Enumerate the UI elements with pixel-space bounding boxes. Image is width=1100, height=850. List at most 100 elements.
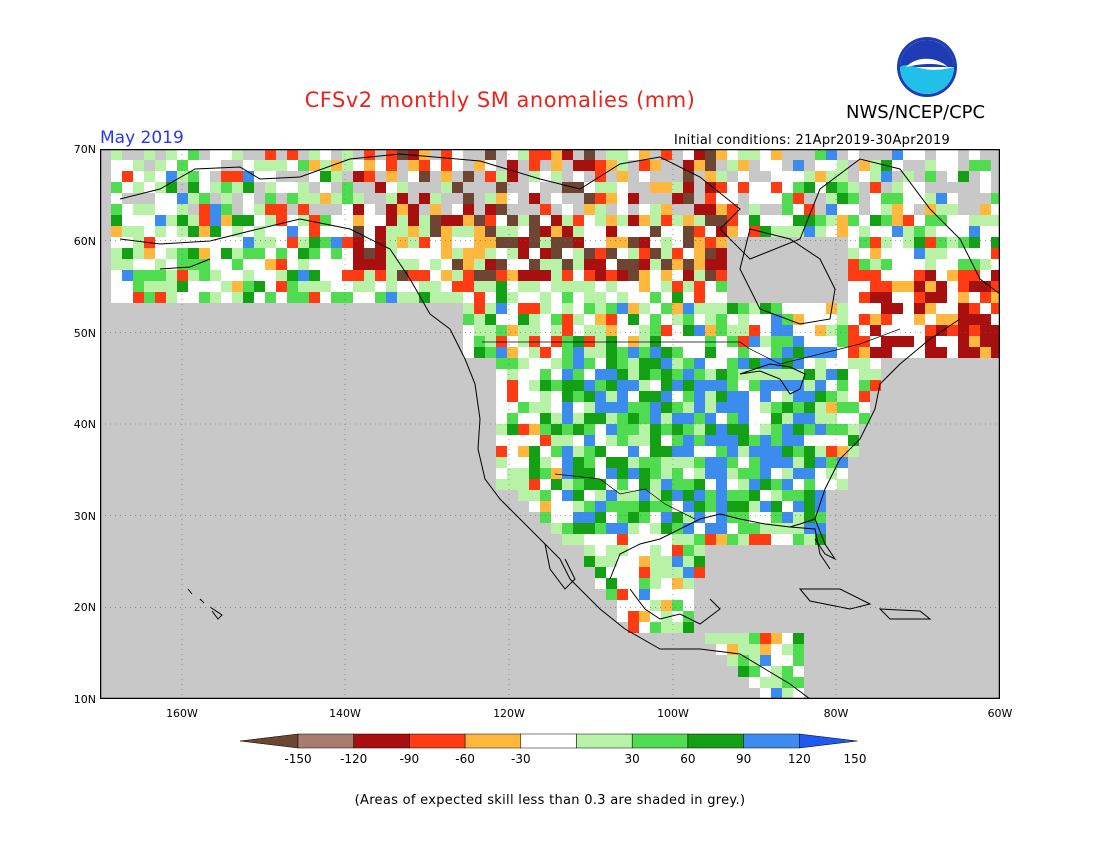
anomaly-cell: [606, 457, 617, 468]
anomaly-cell: [672, 336, 683, 347]
anomaly-cell: [408, 204, 419, 215]
anomaly-cell: [650, 336, 661, 347]
anomaly-cell: [815, 468, 826, 479]
anomaly-cell: [793, 490, 804, 501]
anomaly-cell: [672, 435, 683, 446]
anomaly-cell: [639, 479, 650, 490]
anomaly-cell: [122, 248, 133, 259]
anomaly-cell: [793, 633, 804, 644]
anomaly-cell: [639, 215, 650, 226]
anomaly-cell: [837, 204, 848, 215]
anomaly-cell: [606, 545, 617, 556]
anomaly-cell: [155, 226, 166, 237]
anomaly-cell: [661, 182, 672, 193]
anomaly-cell: [628, 413, 639, 424]
anomaly-cell: [661, 204, 672, 215]
anomaly-cell: [727, 479, 738, 490]
anomaly-cell: [606, 237, 617, 248]
anomaly-cell: [793, 160, 804, 171]
anomaly-cell: [947, 347, 958, 358]
anomaly-cell: [727, 358, 738, 369]
anomaly-cell: [958, 292, 969, 303]
anomaly-cell: [837, 182, 848, 193]
anomaly-cell: [661, 578, 672, 589]
anomaly-cell: [903, 182, 914, 193]
anomaly-cell: [144, 270, 155, 281]
anomaly-cell: [727, 314, 738, 325]
anomaly-cell: [122, 215, 133, 226]
anomaly-cell: [826, 413, 837, 424]
anomaly-cell: [496, 391, 507, 402]
anomaly-cell: [617, 589, 628, 600]
anomaly-cell: [265, 160, 276, 171]
anomaly-cell: [408, 149, 419, 160]
anomaly-cell: [606, 336, 617, 347]
anomaly-cell: [408, 237, 419, 248]
anomaly-cell: [177, 281, 188, 292]
anomaly-cell: [628, 468, 639, 479]
anomaly-cell: [672, 259, 683, 270]
anomaly-cell: [639, 270, 650, 281]
anomaly-cell: [298, 182, 309, 193]
anomaly-cell: [529, 292, 540, 303]
anomaly-cell: [881, 248, 892, 259]
anomaly-cell: [749, 501, 760, 512]
anomaly-cell: [716, 534, 727, 545]
anomaly-cell: [507, 171, 518, 182]
anomaly-cell: [254, 226, 265, 237]
anomaly-cell: [694, 358, 705, 369]
anomaly-cell: [584, 160, 595, 171]
anomaly-cell: [496, 457, 507, 468]
anomaly-cell: [903, 303, 914, 314]
anomaly-cell: [166, 171, 177, 182]
anomaly-cell: [738, 512, 749, 523]
anomaly-cell: [760, 666, 771, 677]
anomaly-cell: [419, 171, 430, 182]
anomaly-cell: [122, 259, 133, 270]
anomaly-cell: [617, 413, 628, 424]
anomaly-cell: [166, 204, 177, 215]
anomaly-cell: [771, 424, 782, 435]
anomaly-cell: [903, 292, 914, 303]
anomaly-cell: [210, 281, 221, 292]
anomaly-cell: [826, 468, 837, 479]
anomaly-cell: [595, 435, 606, 446]
anomaly-cell: [650, 314, 661, 325]
anomaly-cell: [639, 589, 650, 600]
anomaly-cell: [837, 347, 848, 358]
anomaly-cell: [980, 182, 991, 193]
anomaly-cell: [683, 160, 694, 171]
anomaly-cell: [122, 226, 133, 237]
anomaly-cell: [628, 556, 639, 567]
anomaly-cell: [518, 358, 529, 369]
anomaly-cell: [771, 655, 782, 666]
anomaly-cell: [507, 435, 518, 446]
anomaly-cell: [529, 303, 540, 314]
anomaly-cell: [672, 248, 683, 259]
anomaly-cell: [892, 347, 903, 358]
anomaly-cell: [122, 270, 133, 281]
anomaly-cell: [562, 446, 573, 457]
anomaly-cell: [485, 336, 496, 347]
anomaly-cell: [309, 281, 320, 292]
anomaly-cell: [144, 248, 155, 259]
anomaly-cell: [848, 446, 859, 457]
anomaly-cell: [760, 402, 771, 413]
anomaly-cell: [738, 336, 749, 347]
anomaly-cell: [573, 248, 584, 259]
anomaly-cell: [265, 149, 276, 160]
anomaly-cell: [694, 237, 705, 248]
anomaly-cell: [650, 380, 661, 391]
anomaly-cell: [551, 424, 562, 435]
anomaly-cell: [804, 303, 815, 314]
anomaly-cell: [573, 512, 584, 523]
anomaly-cell: [463, 259, 474, 270]
anomaly-cell: [859, 270, 870, 281]
anomaly-cell: [210, 204, 221, 215]
anomaly-cell: [243, 204, 254, 215]
anomaly-cell: [826, 479, 837, 490]
anomaly-cell: [518, 248, 529, 259]
anomaly-cell: [771, 666, 782, 677]
anomaly-cell: [848, 358, 859, 369]
anomaly-cell: [749, 644, 760, 655]
